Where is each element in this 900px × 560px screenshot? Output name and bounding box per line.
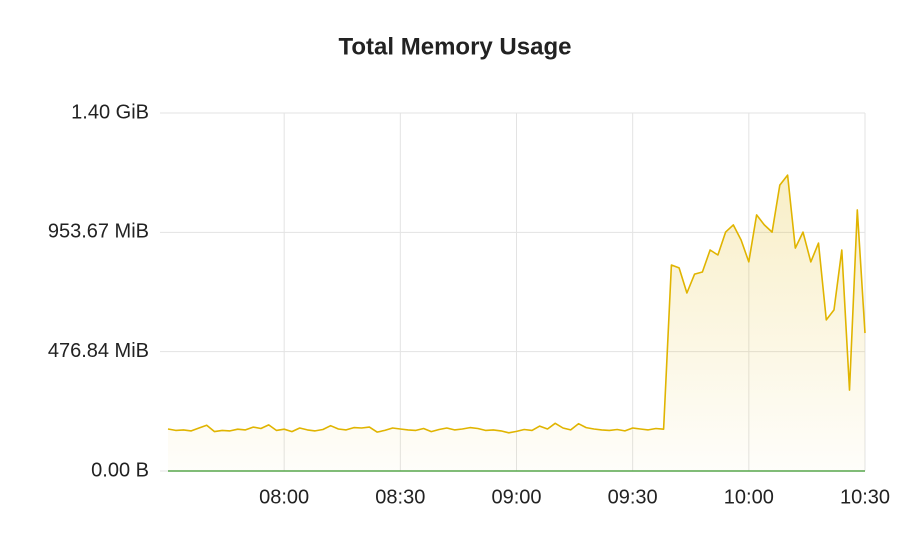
y-tick-label: 0.00 B <box>91 459 149 481</box>
x-tick-label: 09:30 <box>608 486 658 508</box>
x-tick-label: 10:30 <box>840 486 890 508</box>
x-tick-label: 09:00 <box>491 486 541 508</box>
series-area <box>168 175 865 471</box>
y-tick-label: 476.84 MiB <box>48 340 149 362</box>
y-tick-label: 953.67 MiB <box>48 221 149 243</box>
x-tick-label: 08:00 <box>259 486 309 508</box>
chart-title: Total Memory Usage <box>339 33 572 60</box>
y-tick-label: 1.40 GiB <box>71 101 149 123</box>
series-line <box>167 174 866 434</box>
x-tick-label: 08:30 <box>375 486 425 508</box>
x-tick-label: 10:00 <box>724 486 774 508</box>
